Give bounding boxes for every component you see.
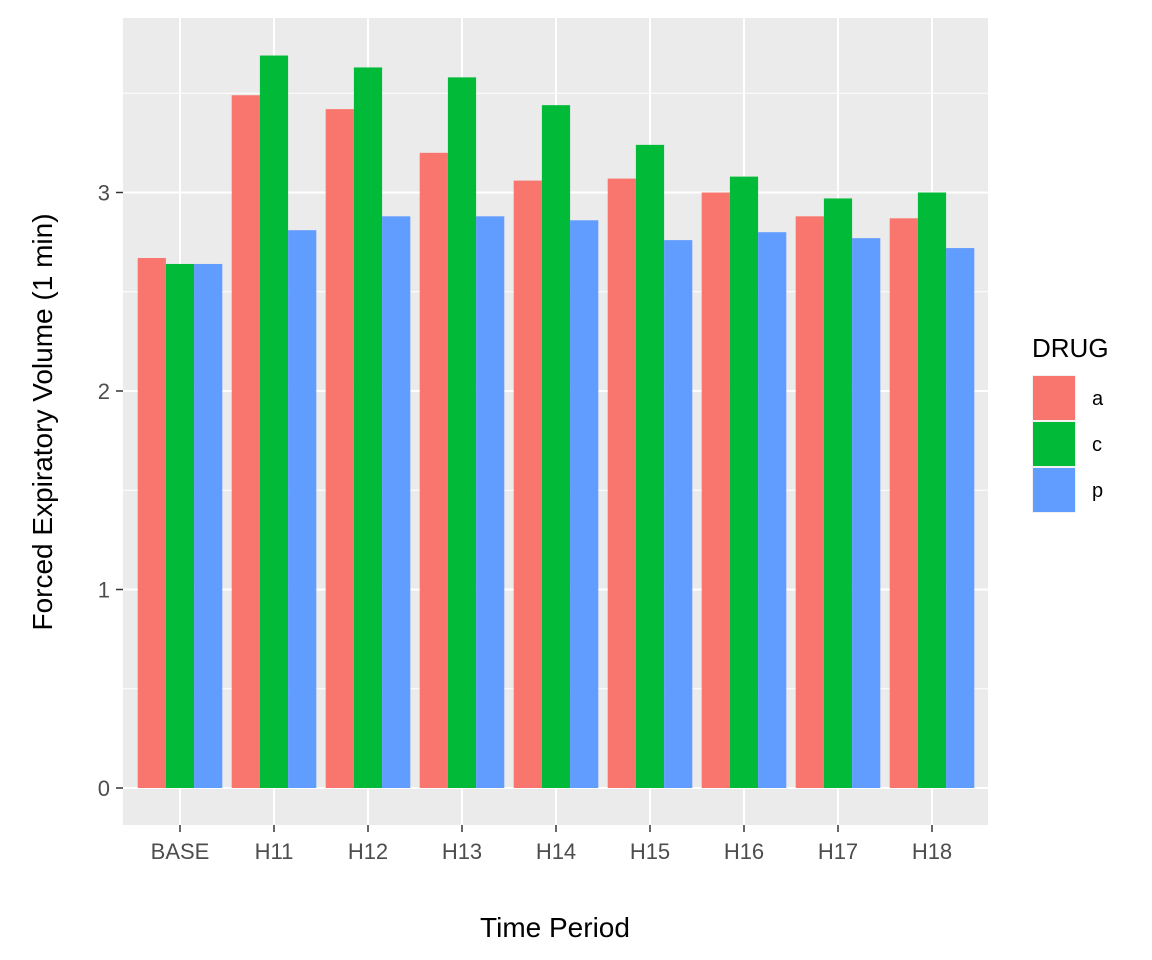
y-axis: 0 1 2 3: [98, 181, 123, 801]
x-tick-label: H12: [348, 839, 388, 864]
bar: [795, 216, 824, 788]
bar: [325, 109, 354, 788]
bar: [664, 240, 693, 788]
legend-label: p: [1092, 480, 1103, 502]
bar: [165, 263, 195, 789]
bar: [447, 77, 477, 789]
x-axis-title: Time Period: [480, 912, 630, 943]
x-tick-label: H15: [630, 839, 670, 864]
legend-label: c: [1092, 434, 1102, 456]
x-tick-label: H16: [724, 839, 764, 864]
x-tick-label: H18: [912, 839, 952, 864]
bar: [607, 178, 636, 789]
legend-title: DRUG: [1032, 333, 1109, 363]
y-tick-label: 3: [98, 181, 110, 206]
x-tick-label: H11: [255, 839, 294, 864]
bar: [823, 198, 853, 788]
bar: [946, 248, 975, 788]
bar: [852, 238, 881, 788]
y-tick-label: 0: [98, 776, 110, 801]
legend-swatch: [1033, 422, 1075, 466]
bar: [758, 232, 787, 788]
bars: [137, 55, 975, 789]
bar: [917, 192, 947, 788]
bar: [259, 55, 289, 789]
bar: [382, 216, 411, 788]
bar: [701, 192, 730, 788]
bar: [889, 218, 918, 788]
bar: [729, 176, 759, 788]
y-axis-title: Forced Expiratory Volume (1 min): [27, 213, 58, 630]
y-tick-label: 1: [98, 578, 110, 603]
legend-label: a: [1092, 388, 1104, 410]
bar: [635, 144, 665, 789]
x-tick-label: H14: [536, 839, 576, 864]
bar: [476, 216, 505, 788]
y-tick-label: 2: [98, 379, 110, 404]
x-tick-label: H17: [818, 839, 858, 864]
bar: [231, 95, 260, 789]
legend-swatch: [1033, 468, 1075, 512]
bar: [288, 230, 317, 789]
bar: [137, 258, 166, 788]
legend-swatch: [1033, 376, 1075, 420]
bar: [541, 105, 571, 788]
bar: [570, 220, 599, 789]
legend: DRUG a c p: [1032, 333, 1109, 513]
x-axis: BASE H11 H12 H13 H14 H15 H16 H17 H18: [151, 825, 952, 864]
bar: [353, 67, 383, 788]
bar: [513, 180, 542, 789]
x-tick-label: BASE: [151, 839, 210, 864]
x-tick-label: H13: [442, 839, 482, 864]
bar: [194, 263, 223, 789]
bar: [419, 152, 448, 789]
